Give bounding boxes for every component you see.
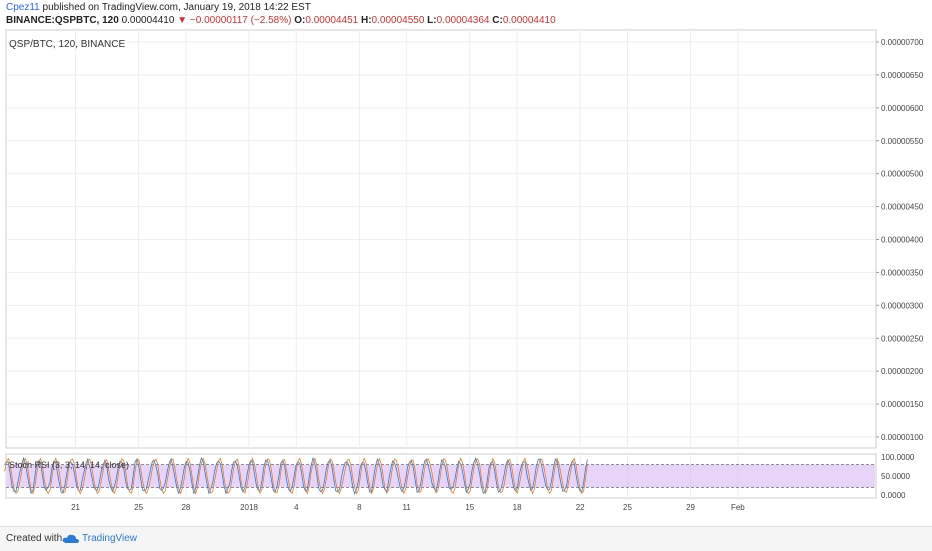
y-tick-label: 0.00000150: [881, 400, 924, 409]
x-tick-label: 28: [181, 503, 190, 512]
x-tick-label: 25: [134, 503, 143, 512]
y-tick-label: 0.00000650: [881, 71, 924, 80]
x-tick-label: 18: [513, 503, 522, 512]
open-value: 0.00004451: [305, 15, 359, 26]
x-tick-label: 8: [357, 503, 362, 512]
open-label: O:: [294, 15, 306, 26]
rsi-band: [7, 464, 875, 488]
publish-line: Cpez11 published on TradingView.com, Jan…: [6, 2, 311, 13]
y-tick-label: 0.00000200: [881, 367, 924, 376]
x-tick-label: 4: [294, 503, 299, 512]
chart-header: Cpez11 published on TradingView.com, Jan…: [0, 0, 932, 28]
close-label: C:: [492, 15, 503, 26]
price-change: −0.00000117 (−2.58%): [189, 15, 292, 26]
x-tick-label: 15: [465, 503, 474, 512]
rsi-tick-label: 100.0000: [881, 453, 915, 462]
rsi-title: Stoch RSI (3, 3, 14, 14, close): [9, 460, 129, 470]
low-value: 0.00004364: [436, 15, 490, 26]
y-tick-label: 0.00000250: [881, 334, 924, 343]
symbol-label: BINANCE:QSPBTC, 120: [6, 15, 119, 26]
rsi-tick-label: 0.0000: [881, 491, 906, 500]
x-tick-label: 22: [576, 503, 585, 512]
y-tick-label: 0.00000350: [881, 268, 924, 277]
x-tick-label: 11: [403, 503, 412, 512]
chart-title: QSP/BTC, 120, BINANCE: [9, 39, 125, 50]
high-label: H:: [360, 15, 372, 26]
low-label: L:: [427, 15, 437, 26]
y-tick-label: 0.00000550: [881, 137, 924, 146]
rsi-tick-label: 50.0000: [881, 472, 910, 481]
x-tick-label: 25: [623, 503, 632, 512]
y-tick-label: 0.00000300: [881, 301, 924, 310]
author-link[interactable]: Cpez11: [6, 2, 40, 13]
x-tick-label: Feb: [731, 503, 745, 512]
y-tick-label: 0.00000100: [881, 433, 924, 442]
y-tick-label: 0.00000400: [881, 236, 924, 245]
rsi-d-line: [4, 457, 588, 495]
footer: Created with TradingView: [0, 526, 932, 551]
publish-info: published on TradingView.com, January 19…: [39, 2, 311, 13]
price-chart[interactable]: 0.000054050.000048080.000043250.00002546…: [0, 28, 932, 526]
y-tick-label: 0.00000700: [881, 38, 924, 47]
tradingview-cloud-icon: [62, 534, 79, 543]
y-tick-label: 0.00000500: [881, 170, 924, 179]
symbol-line: BINANCE:QSPBTC, 120 0.00004410 ▼ −0.0000…: [6, 15, 556, 26]
x-tick-label: 21: [71, 503, 80, 512]
created-with-label: Created with: [6, 533, 63, 544]
x-tick-label: 29: [686, 503, 695, 512]
tradingview-brand-link[interactable]: TradingView: [82, 533, 138, 544]
y-tick-label: 0.00000600: [881, 104, 924, 113]
y-tick-label: 0.00000450: [881, 203, 924, 212]
close-value: 0.00004410: [502, 15, 556, 26]
rsi-k-line: [4, 456, 588, 495]
high-value: 0.00004550: [371, 15, 425, 26]
last-price: 0.00004410: [121, 15, 175, 26]
x-tick-label: 2018: [240, 503, 258, 512]
change-arrow-icon: ▼: [177, 15, 188, 26]
